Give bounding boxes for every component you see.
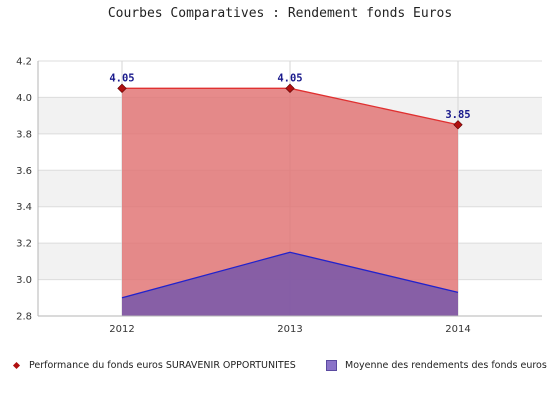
- legend-item-performance[interactable]: Performance du fonds euros SURAVENIR OPP…: [12, 360, 296, 371]
- y-tick-label: 2.8: [16, 312, 32, 323]
- series-area-1: [122, 252, 458, 316]
- legend-square-icon: [326, 360, 337, 371]
- y-tick-label: 4.2: [16, 57, 32, 68]
- data-point: [453, 120, 463, 130]
- legend-diamond-icon: [12, 361, 21, 370]
- tick-labels: 2.8 3.0 3.2 3.4 3.6 3.8 4.0 4.2 4.05 4.05 3.85 2012…: [16, 57, 471, 336]
- y-tick-label: 4.0: [16, 93, 32, 104]
- data-label: 4.05: [109, 72, 134, 84]
- legend-label-performance: Performance du fonds euros SURAVENIR OPP…: [29, 360, 296, 371]
- legend: Performance du fonds euros SURAVENIR OPP…: [0, 360, 560, 378]
- axes: [37, 61, 542, 317]
- chart-plot: 2.8 3.0 3.2 3.4 3.6 3.8 4.0 4.2 4.05 4.05 3.85 2012…: [16, 57, 542, 336]
- legend-item-moyenne[interactable]: Moyenne des rendements des fonds euros: [326, 360, 547, 371]
- x-tick-label: 2013: [277, 324, 302, 335]
- y-tick-label: 3.8: [16, 129, 32, 140]
- chart-title: Courbes Comparatives : Rendement fonds E…: [107, 6, 453, 21]
- series-area-0: [122, 88, 458, 316]
- data-point: [117, 83, 127, 93]
- y-tick-label: 3.6: [16, 166, 32, 177]
- y-tick-label: 3.2: [16, 239, 32, 250]
- series-areas: [122, 88, 458, 316]
- series-markers: [117, 83, 463, 130]
- series-line-1: [121, 251, 459, 299]
- y-tick-label: 3.0: [16, 275, 32, 286]
- data-point: [285, 83, 295, 93]
- x-tick-label: 2012: [109, 324, 134, 335]
- data-label: 4.05: [277, 72, 302, 84]
- legend-label-moyenne: Moyenne des rendements des fonds euros: [345, 360, 547, 371]
- y-tick-label: 3.4: [16, 202, 32, 213]
- x-tick-label: 2014: [445, 324, 470, 335]
- data-label: 3.85: [445, 109, 470, 121]
